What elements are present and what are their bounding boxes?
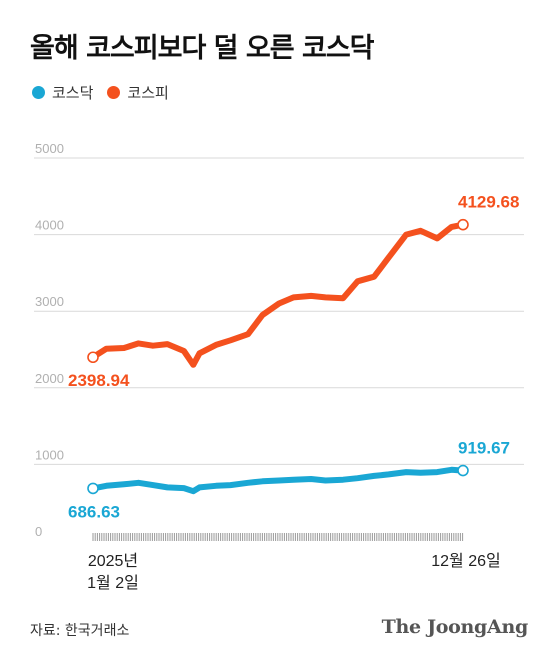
legend-item-kospi: 코스피 — [107, 82, 169, 103]
start-point-marker — [87, 351, 99, 364]
legend-label-kospi: 코스피 — [127, 84, 169, 102]
x-start-label: 1월 2일 — [87, 574, 139, 592]
legend: 코스닥 코스피 — [32, 82, 169, 103]
x-start-label: 2025년 — [88, 552, 138, 570]
source-note: 자료: 한국거래소 — [30, 623, 130, 639]
y-tick-label: 1000 — [35, 447, 64, 462]
legend-label-kosdaq: 코스닥 — [52, 84, 94, 102]
x-end-label: 12월 26일 — [431, 552, 500, 570]
end-value-label: 4129.68 — [458, 193, 519, 212]
start-value-label: 686.63 — [68, 502, 120, 521]
chart-title: 올해 코스피보다 덜 오른 코스닥 — [30, 33, 375, 64]
start-value-label: 2398.94 — [68, 371, 130, 390]
legend-swatch-kospi — [107, 86, 121, 99]
trading-day-strip — [92, 533, 464, 541]
end-point-marker — [457, 218, 469, 231]
y-tick-label: 0 — [35, 524, 42, 539]
legend-item-kosdaq: 코스닥 — [32, 82, 93, 103]
y-tick-label: 3000 — [35, 294, 64, 309]
start-point-marker — [87, 482, 99, 495]
series-line-1 — [90, 466, 466, 495]
series-line-0 — [90, 221, 466, 368]
line-chart: 0 1000 2000 3000 4000 5000 2398.94 4129.68 686.6… — [34, 141, 524, 592]
y-tick-label: 2000 — [35, 371, 64, 386]
y-tick-label: 5000 — [35, 141, 64, 156]
end-value-label: 919.67 — [458, 439, 510, 458]
publisher-logo: The JoongAng — [381, 616, 529, 638]
legend-swatch-kosdaq — [32, 86, 45, 99]
y-tick-label: 4000 — [35, 218, 64, 233]
end-point-marker — [457, 464, 469, 477]
